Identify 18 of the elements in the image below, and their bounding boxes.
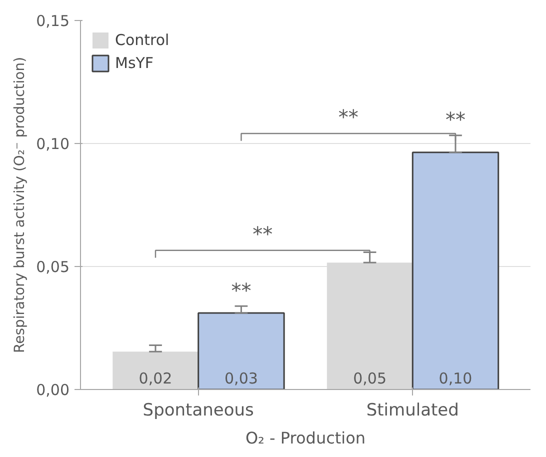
data-label: 0,05 <box>353 370 386 388</box>
legend-label: MsYF <box>115 54 154 72</box>
x-tick-label: Stimulated <box>366 400 459 420</box>
y-tick-label: 0,05 <box>36 258 70 276</box>
y-tick-label: 0,00 <box>36 381 70 399</box>
y-tick-label: 0,15 <box>36 12 70 30</box>
legend-label: Control <box>115 31 170 49</box>
annotation: ** <box>338 105 358 130</box>
data-label: 0,10 <box>438 370 472 388</box>
annotation: ** <box>446 108 466 132</box>
annotation: ** <box>252 222 273 246</box>
data-label: 0,02 <box>138 370 172 388</box>
x-axis-title: O₂ - Production <box>245 428 366 448</box>
annotation: ** <box>231 278 252 302</box>
x-tick-label: Spontaneous <box>142 400 254 420</box>
data-label: 0,03 <box>224 370 258 388</box>
y-axis-title: Respiratory burst activity (O₂⁻ production) <box>12 56 28 354</box>
y-tick-label: 0,10 <box>36 135 70 153</box>
